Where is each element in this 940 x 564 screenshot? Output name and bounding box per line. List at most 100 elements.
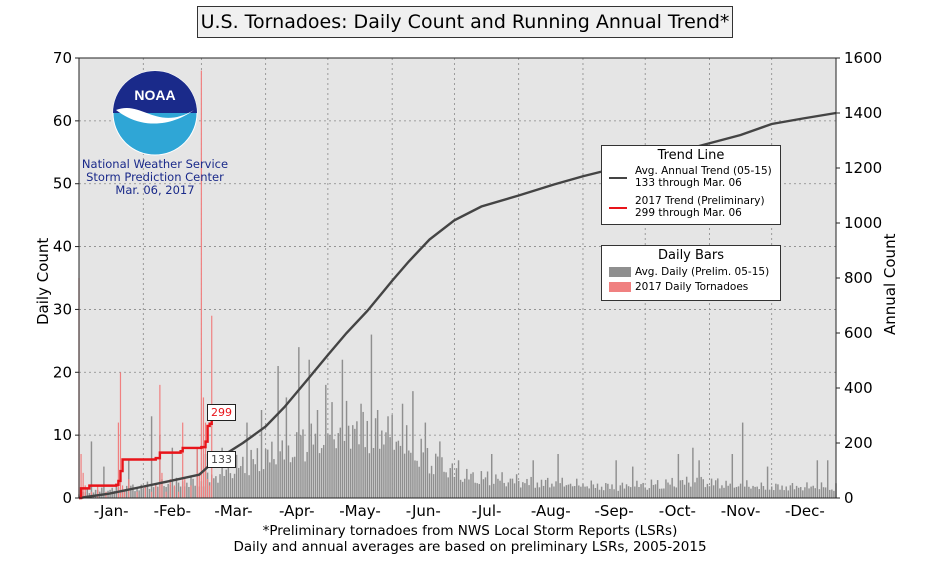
y2-tick-label: 1600	[844, 49, 882, 67]
x-month-label: -Nov-	[721, 502, 761, 520]
avg-daily-bar	[152, 487, 155, 498]
legend-bars-title: Daily Bars	[657, 248, 725, 263]
x-month-label: -Dec-	[785, 502, 825, 520]
avg-daily-bar	[171, 447, 174, 498]
avg-daily-bar	[379, 448, 381, 498]
avg-daily-bar	[507, 482, 510, 498]
avg-daily-bar	[192, 478, 194, 498]
avg-daily-bar	[339, 427, 342, 498]
avg-daily-bar	[553, 486, 555, 498]
avg-daily-bar	[580, 486, 582, 498]
avg-daily-bar	[561, 477, 563, 498]
avg-daily-bar	[227, 467, 230, 498]
avg-daily-bar	[300, 435, 302, 498]
x-month-label: -Aug-	[531, 502, 571, 520]
avg-daily-bar	[455, 468, 458, 498]
avg-daily-bar	[179, 486, 182, 498]
y-tick-label: 60	[53, 112, 72, 130]
avg-daily-bar	[273, 459, 275, 498]
avg-daily-bar	[125, 485, 128, 498]
avg-daily-bar	[194, 485, 196, 498]
avg-daily-bar	[488, 485, 491, 498]
avg-daily-bar	[457, 460, 460, 498]
avg-daily-bar	[800, 487, 802, 498]
avg-daily-bar	[113, 490, 115, 498]
daily-2017-bar	[184, 479, 186, 498]
avg-daily-bar	[627, 486, 630, 498]
avg-daily-bar	[368, 453, 371, 498]
avg-daily-bar	[360, 403, 362, 498]
daily-2017-bar	[136, 491, 138, 498]
avg-daily-bar	[592, 484, 595, 498]
avg-daily-bar	[437, 456, 439, 498]
trend-2017-line	[79, 415, 213, 500]
daily-2017-bar	[196, 447, 198, 498]
avg-daily-bar	[414, 460, 416, 498]
spc-label: Storm Prediction Center	[86, 170, 224, 184]
avg-daily-bar	[213, 478, 215, 498]
avg-daily-bar	[333, 439, 335, 498]
avg-daily-bar	[704, 487, 707, 498]
avg-daily-bar	[480, 471, 483, 498]
avg-daily-bar	[219, 474, 221, 498]
issue-date: Mar. 06, 2017	[115, 183, 195, 197]
noaa-logo-text: NOAA	[134, 87, 175, 103]
y-tick-label: 40	[53, 238, 72, 256]
avg-daily-bar	[737, 486, 740, 498]
avg-daily-bar	[739, 483, 742, 498]
avg-daily-bar	[644, 487, 646, 498]
avg-daily-bar	[401, 403, 404, 498]
avg-daily-bar	[698, 460, 700, 498]
y-tick-label: 10	[53, 426, 72, 444]
daily-2017-bar	[209, 485, 211, 498]
avg-daily-bar	[615, 460, 617, 498]
avg-daily-bar	[625, 484, 628, 498]
avg-daily-bar	[94, 489, 97, 498]
avg-daily-bar	[694, 482, 696, 498]
avg-daily-bar	[565, 485, 568, 498]
avg-daily-bar	[725, 480, 727, 498]
avg-daily-bar	[447, 477, 449, 498]
avg-daily-bar	[785, 486, 787, 498]
daily-2017-bar	[190, 485, 192, 498]
avg-daily-bar	[370, 334, 373, 498]
avg-daily-bar	[679, 480, 682, 498]
avg-daily-bar	[237, 467, 240, 498]
avg-daily-bar	[526, 478, 528, 498]
avg-daily-bar	[364, 447, 366, 498]
avg-daily-bar	[729, 483, 731, 498]
avg-daily-bar	[298, 347, 300, 498]
avg-daily-bar	[677, 454, 680, 498]
avg-daily-bar	[472, 472, 474, 498]
avg-daily-bar	[287, 445, 290, 498]
avg-daily-bar	[629, 487, 632, 498]
y-tick-label: 20	[53, 363, 72, 381]
avg-daily-bar	[721, 485, 723, 498]
avg-daily-bar	[316, 410, 319, 498]
avg-daily-bar	[395, 441, 398, 498]
avg-daily-bar	[685, 476, 688, 498]
avg-daily-bar	[795, 485, 798, 498]
avg-daily-bar	[140, 484, 142, 498]
legend-avg-trend-swatch	[609, 177, 627, 179]
avg-daily-bar	[710, 478, 713, 498]
avg-daily-bar	[497, 478, 499, 498]
avg-daily-bar	[787, 490, 790, 498]
x-month-label: -Jul-	[472, 502, 502, 520]
avg-daily-bar	[420, 438, 422, 498]
avg-daily-bar	[430, 465, 433, 498]
avg-daily-bar	[329, 435, 331, 498]
avg-daily-bar	[646, 489, 648, 498]
avg-daily-bar	[393, 449, 395, 498]
avg-daily-bar	[636, 480, 638, 498]
avg-daily-bar	[613, 489, 615, 498]
avg-daily-bar	[650, 479, 653, 498]
avg-daily-bar	[246, 422, 248, 498]
avg-daily-bar	[418, 466, 420, 498]
avg-daily-bar	[692, 447, 694, 498]
avg-daily-bar	[696, 477, 698, 498]
avg-daily-bar	[586, 486, 588, 498]
avg-daily-bar	[314, 433, 317, 498]
y-tick-label: 70	[53, 49, 72, 67]
avg-daily-bar	[818, 489, 821, 498]
